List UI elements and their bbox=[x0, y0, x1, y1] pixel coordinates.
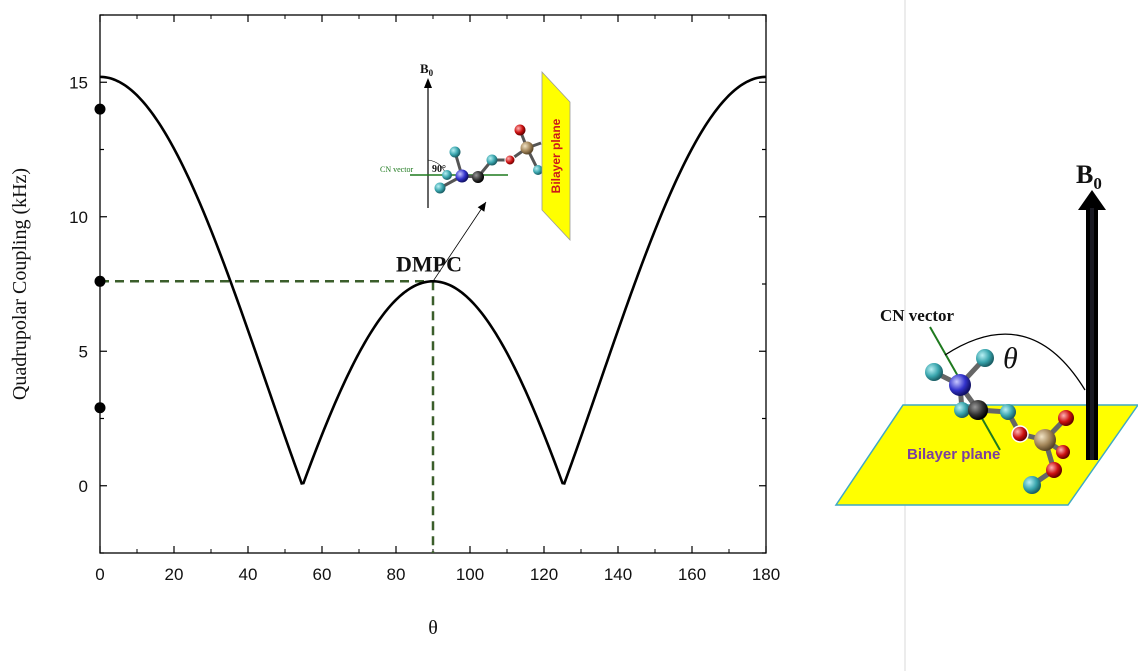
y-axis-label: Quadrupolar Coupling (kHz) bbox=[9, 168, 31, 400]
data-dots bbox=[94, 103, 106, 414]
y-tick-label: 10 bbox=[69, 208, 88, 227]
axis-ticks bbox=[99, 14, 767, 554]
dmpc-pointer-arrow bbox=[432, 201, 487, 282]
data-dot bbox=[94, 275, 106, 287]
x-tick-label: 140 bbox=[604, 565, 632, 584]
inset-molecule-diagram: B0 CN vector 90° Bilayer plane bbox=[380, 61, 571, 242]
y-tick-label: 5 bbox=[79, 342, 88, 361]
x-tick-label: 80 bbox=[387, 565, 406, 584]
inset-cn-vector-label: CN vector bbox=[380, 165, 413, 174]
x-tick-label: 20 bbox=[165, 565, 184, 584]
inset-bilayer-plane-label: Bilayer plane bbox=[549, 118, 563, 193]
axis-tick-labels: 0 20 40 60 80 100 120 140 160 180 0 5 10 15 bbox=[69, 73, 780, 584]
x-tick-label: 0 bbox=[95, 565, 104, 584]
x-tick-label: 180 bbox=[752, 565, 780, 584]
inset-molecule bbox=[434, 124, 543, 194]
y-tick-label: 0 bbox=[79, 477, 88, 496]
theta-label: θ bbox=[1003, 342, 1018, 375]
data-dot bbox=[94, 103, 106, 115]
x-axis-label: θ bbox=[428, 617, 438, 639]
inset-angle-label: 90° bbox=[432, 164, 446, 175]
x-tick-label: 60 bbox=[313, 565, 332, 584]
x-tick-label: 160 bbox=[678, 565, 706, 584]
x-tick-label: 120 bbox=[530, 565, 558, 584]
cn-vector-label: CN vector bbox=[880, 306, 955, 325]
reference-lines bbox=[100, 280, 435, 553]
molecule-model bbox=[925, 349, 1074, 494]
inset-b0-label: B0 bbox=[420, 61, 434, 78]
data-dot bbox=[94, 402, 106, 414]
inset-bilayer-plane bbox=[541, 70, 571, 242]
x-tick-label: 40 bbox=[239, 565, 258, 584]
quadrupolar-coupling-plot: 0 20 40 60 80 100 120 140 160 180 0 5 10 15 θ Quadrup… bbox=[9, 14, 780, 639]
side-orientation-diagram: Bilayer plane B0 CN vector θ bbox=[834, 160, 1138, 506]
dmpc-annotation: DMPC bbox=[396, 251, 462, 276]
inset-b0-arrowhead bbox=[424, 78, 432, 88]
b0-label: B0 bbox=[1076, 160, 1102, 193]
theta-arc bbox=[944, 333, 1086, 391]
y-tick-label: 15 bbox=[69, 73, 88, 92]
dmpc-pointer-arrowhead bbox=[477, 202, 486, 212]
bilayer-plane-label: Bilayer plane bbox=[907, 446, 1000, 463]
bilayer-plane bbox=[834, 404, 1138, 506]
b0-arrowhead bbox=[1078, 190, 1106, 210]
x-tick-label: 100 bbox=[456, 565, 484, 584]
